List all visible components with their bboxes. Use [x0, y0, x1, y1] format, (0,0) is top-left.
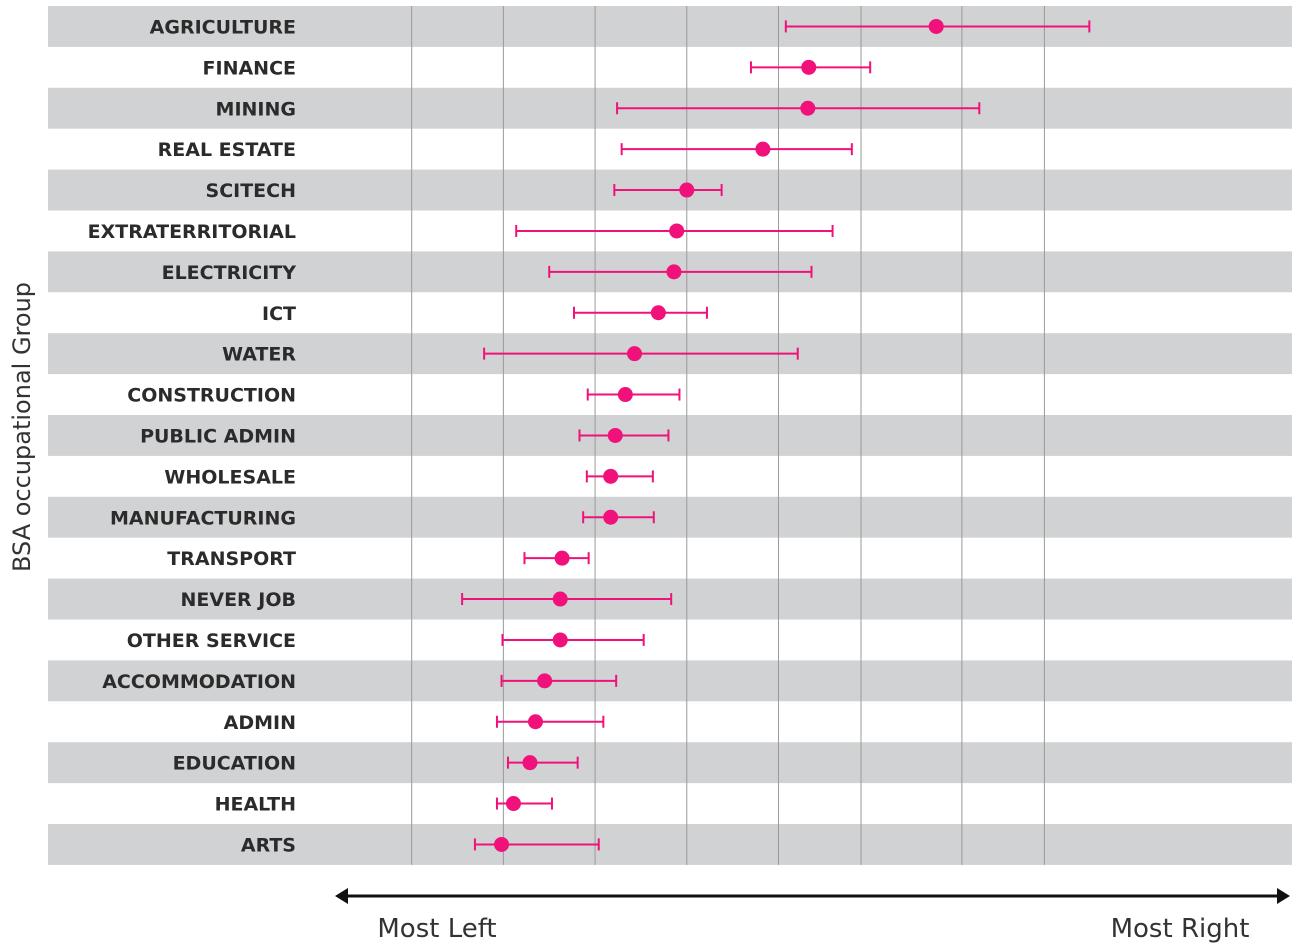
arrow-left-head-icon: [335, 888, 348, 904]
category-label: ELECTRICITY: [162, 262, 297, 284]
category-label: TRANSPORT: [167, 548, 296, 570]
data-point: [603, 468, 619, 484]
category-label: ARTS: [241, 834, 296, 856]
category-label: ICT: [262, 303, 296, 325]
category-label: WHOLESALE: [164, 466, 296, 488]
data-point: [552, 591, 568, 607]
data-point: [679, 182, 695, 198]
data-point: [505, 796, 521, 812]
category-label: MINING: [216, 98, 296, 120]
row-band: [48, 415, 1292, 456]
row-band: [48, 660, 1292, 702]
category-label: CONSTRUCTION: [127, 385, 296, 407]
category-label: ACCOMMODATION: [102, 671, 296, 693]
data-point: [527, 714, 543, 730]
data-point: [650, 305, 666, 321]
data-point: [928, 18, 944, 34]
data-point: [607, 427, 623, 443]
data-point: [801, 59, 817, 75]
row-band: [48, 824, 1292, 865]
data-point: [666, 264, 682, 280]
category-label: OTHER SERVICE: [127, 630, 296, 652]
data-point: [537, 673, 553, 689]
data-marks: [461, 18, 1091, 852]
category-label: HEALTH: [215, 794, 296, 816]
data-point: [603, 509, 619, 525]
data-point: [552, 632, 568, 648]
arrow-right-head-icon: [1277, 888, 1290, 904]
data-point: [627, 346, 643, 362]
category-label: FINANCE: [203, 57, 296, 79]
row-band: [48, 742, 1292, 784]
y-axis-label: BSA occupational Group: [8, 282, 36, 572]
category-label: NEVER JOB: [180, 589, 296, 611]
category-label: ADMIN: [224, 712, 296, 734]
data-point: [755, 141, 771, 157]
category-labels: AGRICULTURE FINANCE MINING REAL ESTATE SCITE…: [88, 16, 297, 856]
category-label: EDUCATION: [173, 753, 296, 775]
x-axis-left-label: Most Left: [377, 914, 496, 944]
category-label: WATER: [222, 344, 296, 366]
x-axis-right-label: Most Right: [1111, 914, 1250, 944]
data-point: [800, 100, 816, 116]
category-label: EXTRATERRITORIAL: [88, 221, 296, 243]
category-label: AGRICULTURE: [150, 16, 296, 38]
data-point: [617, 387, 633, 403]
row-band: [48, 496, 1292, 538]
category-label: MANUFACTURING: [110, 507, 296, 529]
category-label: SCITECH: [206, 180, 296, 202]
data-point: [554, 550, 570, 566]
data-point: [494, 836, 510, 852]
data-point: [669, 223, 685, 239]
category-label: PUBLIC ADMIN: [140, 425, 296, 447]
data-point: [522, 755, 538, 771]
x-axis-arrow: [335, 888, 1290, 904]
category-label: REAL ESTATE: [158, 139, 296, 161]
